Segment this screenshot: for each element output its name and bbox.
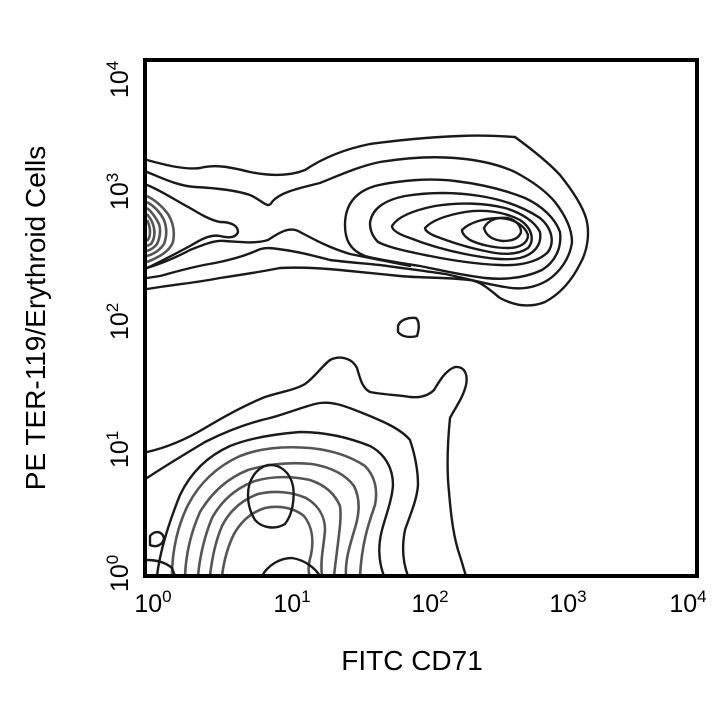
x-tick-10^4: 104 bbox=[669, 587, 707, 618]
x-tick-10^3: 103 bbox=[549, 587, 587, 618]
small-island-contour bbox=[396, 316, 420, 339]
x-tick-10^1: 101 bbox=[273, 587, 311, 618]
plot-frame bbox=[143, 58, 699, 578]
x-tick-10^2: 102 bbox=[411, 587, 449, 618]
y-tick-10^4: 104 bbox=[103, 60, 134, 98]
y-tick-10^1: 101 bbox=[103, 430, 134, 468]
y-axis-title: PE TER-119/Erythroid Cells bbox=[20, 145, 51, 491]
y-tick-10^2: 102 bbox=[103, 302, 134, 340]
upper-population-contours bbox=[145, 134, 590, 307]
lower-population-contours bbox=[145, 356, 468, 578]
y-tick-10^0: 100 bbox=[103, 554, 134, 592]
y-tick-10^3: 103 bbox=[103, 172, 134, 210]
x-axis-title: FITC CD71 bbox=[341, 645, 483, 676]
x-tick-10^0: 100 bbox=[134, 587, 172, 618]
